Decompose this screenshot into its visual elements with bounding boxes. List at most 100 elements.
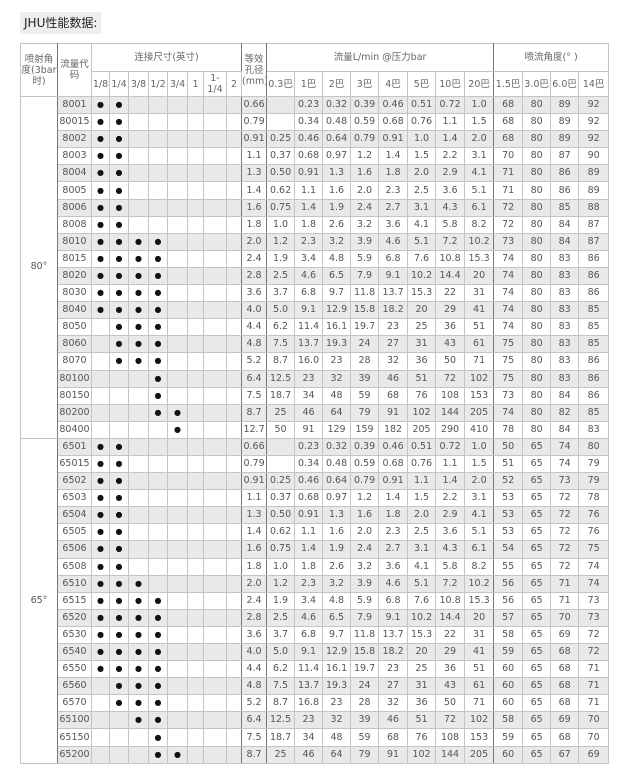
angle-value: 86 xyxy=(550,164,580,183)
flow-value: 41 xyxy=(464,301,495,320)
angle-value: 80 xyxy=(522,420,552,439)
header-connection-size: 2 xyxy=(225,71,243,97)
flow-value: 0.46 xyxy=(378,437,409,456)
connection-dot-icon: ● xyxy=(109,625,129,645)
flow-code: 8005 xyxy=(57,181,92,200)
connection-dot-icon: ● xyxy=(148,625,168,645)
flow-value: 34 xyxy=(294,728,324,747)
connection-cell xyxy=(203,249,227,268)
connection-cell xyxy=(203,745,227,764)
connection-cell xyxy=(225,489,243,508)
angle-value: 65 xyxy=(522,694,552,713)
connection-cell xyxy=(109,386,129,405)
flow-value: 6.8 xyxy=(294,284,324,303)
flow-value: 5.9 xyxy=(350,591,380,610)
connection-cell xyxy=(203,301,227,320)
connection-dot-icon: ● xyxy=(128,625,149,645)
flow-value: 9.1 xyxy=(378,608,409,627)
flow-value: 20 xyxy=(407,301,437,320)
flow-value: 4.6 xyxy=(378,574,409,593)
connection-dot-icon: ● xyxy=(148,745,168,764)
connection-dot-icon: ● xyxy=(109,249,129,268)
flow-value: 27 xyxy=(378,335,409,354)
connection-dot-icon: ● xyxy=(109,95,129,115)
connection-cell xyxy=(187,420,204,439)
connection-dot-icon: ● xyxy=(128,249,149,268)
connection-cell xyxy=(148,198,168,217)
flow-value: 7.5 xyxy=(266,335,296,354)
connection-cell xyxy=(187,266,204,286)
connection-dot-icon: ● xyxy=(109,352,129,371)
flow-value: 0.75 xyxy=(266,198,296,217)
angle-value: 68 xyxy=(550,660,580,679)
flow-value: 4.6 xyxy=(294,266,324,286)
flow-value: 0.68 xyxy=(294,147,324,166)
angle-value: 73 xyxy=(550,472,580,491)
flow-value: 23 xyxy=(322,694,352,713)
flow-value: 71 xyxy=(464,694,495,713)
orifice: 0.79 xyxy=(241,113,268,132)
flow-value: 129 xyxy=(322,420,352,439)
connection-dot-icon: ● xyxy=(148,677,168,696)
angle-value: 80 xyxy=(522,130,552,149)
flow-value: 1.0 xyxy=(407,130,437,149)
flow-value: 10.2 xyxy=(464,232,495,251)
connection-cell xyxy=(167,386,188,405)
angle-value: 80 xyxy=(522,147,552,166)
flow-value: 5.0 xyxy=(266,642,296,662)
connection-cell xyxy=(128,523,149,542)
flow-value: 9.1 xyxy=(378,266,409,286)
connection-cell xyxy=(167,113,188,132)
angle-value: 69 xyxy=(550,711,580,730)
flow-value: 10.2 xyxy=(407,266,437,286)
table-row: 6560 ● ● ● 4.8 7.5 13.7 19.3 24 27 31 43 61 60 65 68 71 xyxy=(21,677,610,696)
flow-value: 7.9 xyxy=(350,608,380,627)
flow-value: 6.8 xyxy=(378,249,409,268)
angle-value: 75 xyxy=(493,352,524,371)
connection-cell xyxy=(203,728,227,747)
flow-value: 153 xyxy=(464,728,495,747)
connection-dot-icon: ● xyxy=(148,284,168,303)
connection-cell xyxy=(187,369,204,388)
flow-code: 6505 xyxy=(57,523,92,542)
flow-value: 14.4 xyxy=(435,266,466,286)
flow-value: 290 xyxy=(435,420,466,439)
flow-value: 5.1 xyxy=(464,181,495,200)
angle-value: 68 xyxy=(493,95,524,115)
flow-code: 8030 xyxy=(57,284,92,303)
flow-value: 6.2 xyxy=(266,660,296,679)
connection-cell xyxy=(203,164,227,183)
connection-cell xyxy=(187,335,204,354)
flow-value: 3.2 xyxy=(322,232,352,251)
connection-cell xyxy=(91,711,110,730)
flow-value: 0.48 xyxy=(322,454,352,474)
connection-cell xyxy=(148,95,168,115)
connection-cell xyxy=(91,677,110,696)
flow-value: 10.8 xyxy=(435,591,466,610)
table-row: 80400 ● 12.7 50 91 129 159 182 205 290 410 78 80 84 83 xyxy=(21,420,610,439)
connection-dot-icon: ● xyxy=(128,232,149,251)
flow-value: 79 xyxy=(350,403,380,422)
connection-cell xyxy=(109,728,129,747)
connection-cell xyxy=(187,232,204,251)
flow-value: 0.62 xyxy=(266,181,296,200)
connection-cell xyxy=(203,95,227,115)
flow-value: 32 xyxy=(322,711,352,730)
angle-value: 80 xyxy=(522,266,552,286)
angle-value: 53 xyxy=(493,523,524,542)
flow-value: 25 xyxy=(266,745,296,764)
connection-cell xyxy=(225,130,243,149)
header-spray-angle: 喷射角度(3bar时) xyxy=(20,43,58,97)
connection-dot-icon: ● xyxy=(109,608,129,627)
connection-dot-icon: ● xyxy=(148,232,168,251)
connection-cell xyxy=(203,215,227,234)
angle-value: 58 xyxy=(493,711,524,730)
angle-value: 71 xyxy=(578,677,610,696)
connection-cell xyxy=(167,625,188,645)
orifice: 1.1 xyxy=(241,147,268,166)
connection-cell xyxy=(187,472,204,491)
connection-cell xyxy=(167,574,188,593)
connection-cell xyxy=(167,318,188,337)
flow-value: 29 xyxy=(435,301,466,320)
flow-value: 23 xyxy=(378,660,409,679)
